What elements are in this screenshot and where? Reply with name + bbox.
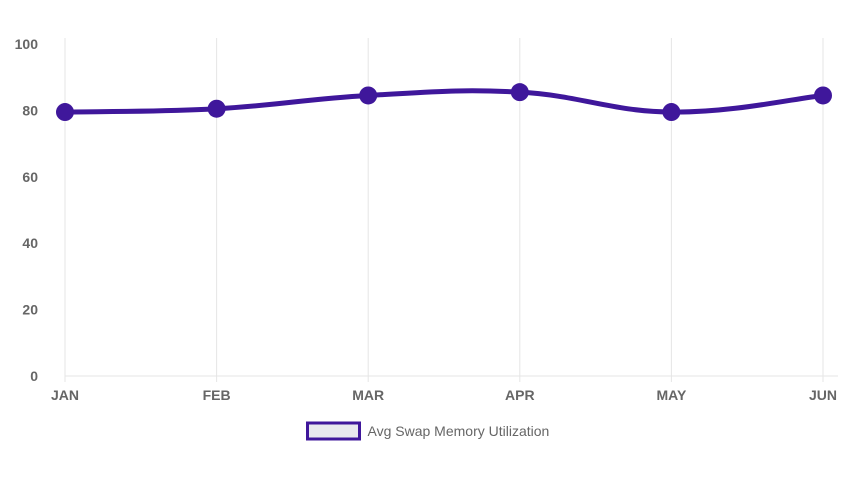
y-tick-label: 60	[22, 169, 38, 185]
data-point-apr[interactable]	[510, 83, 529, 102]
legend-label[interactable]: Avg Swap Memory Utilization	[368, 423, 550, 439]
data-point-jun[interactable]	[814, 86, 832, 105]
x-tick-label-feb: FEB	[203, 387, 231, 403]
y-tick-label: 0	[30, 368, 38, 384]
legend[interactable]: Avg Swap Memory Utilization	[306, 421, 550, 441]
x-tick-label-apr: APR	[505, 387, 535, 403]
y-tick-label: 100	[15, 36, 39, 52]
data-point-jan[interactable]	[56, 103, 74, 122]
x-tick-label-jun: JUN	[809, 387, 837, 403]
x-tick-label-mar: MAR	[352, 387, 384, 403]
series-layer	[56, 83, 832, 122]
series-line	[62, 88, 826, 115]
y-tick-label: 80	[22, 102, 38, 118]
data-point-may[interactable]	[662, 103, 681, 122]
x-tick-label-jan: JAN	[51, 387, 79, 403]
data-point-feb[interactable]	[207, 99, 226, 118]
legend-swatch[interactable]	[306, 421, 361, 441]
axes: 0 20 40 60 80 100 JAN FEB MAR APR MAY JUN	[15, 36, 838, 403]
y-tick-label: 20	[22, 302, 38, 318]
x-tick-label-may: MAY	[656, 387, 686, 403]
data-point-mar[interactable]	[359, 86, 378, 105]
y-tick-label: 40	[22, 235, 38, 251]
